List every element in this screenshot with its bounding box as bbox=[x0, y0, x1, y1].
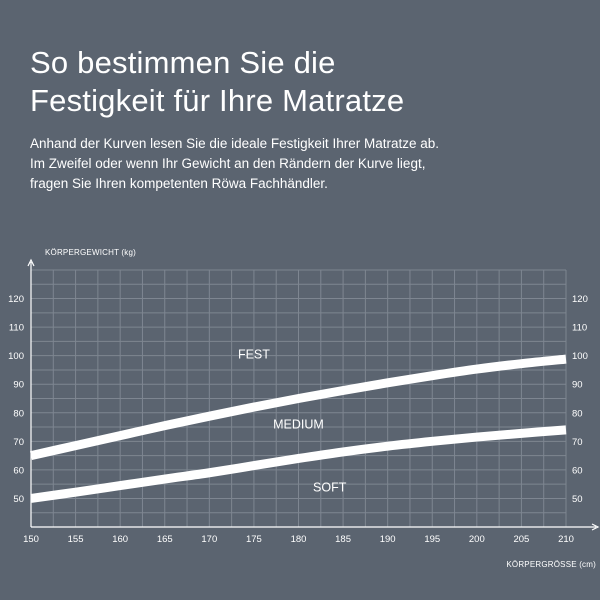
x-tick-label: 155 bbox=[68, 534, 84, 545]
y-tick-label-left: 70 bbox=[13, 437, 24, 448]
x-tick-label: 190 bbox=[380, 534, 396, 545]
zone-label-fest: FEST bbox=[238, 348, 270, 362]
y-tick-label-left: 60 bbox=[13, 465, 24, 476]
x-tick-label: 185 bbox=[335, 534, 351, 545]
x-tick-label: 165 bbox=[157, 534, 173, 545]
x-axis-title: KÖRPERGRÖSSE (cm) bbox=[506, 560, 596, 569]
chart-axes: 50 50 60 60 70 70 80 80 90 90 100 100 110 110 120 120 15… bbox=[8, 258, 600, 545]
y-tick-label-left: 90 bbox=[13, 380, 24, 391]
y-tick-label-right: 80 bbox=[572, 408, 583, 419]
y-tick-label-right: 100 bbox=[572, 351, 588, 362]
x-tick-label: 180 bbox=[291, 534, 307, 545]
y-tick-label-left: 100 bbox=[8, 351, 24, 362]
intro-line-2: Im Zweifel oder wenn Ihr Gewicht an den … bbox=[30, 156, 426, 171]
x-tick-label: 205 bbox=[513, 534, 529, 545]
zone-label-medium: MEDIUM bbox=[273, 417, 324, 431]
x-tick-label: 170 bbox=[201, 534, 217, 545]
curve-medium-soft-boundary bbox=[30, 425, 567, 503]
x-tick-label: 200 bbox=[469, 534, 485, 545]
y-axis-arrow bbox=[27, 258, 35, 267]
zone-label-soft: SOFT bbox=[313, 480, 347, 494]
intro-line-1: Anhand der Kurven lesen Sie die ideale F… bbox=[30, 136, 439, 151]
x-tick-label: 150 bbox=[23, 534, 39, 545]
y-tick-label-left: 80 bbox=[13, 408, 24, 419]
x-tick-label: 210 bbox=[558, 534, 574, 545]
x-tick-label: 175 bbox=[246, 534, 262, 545]
y-tick-label-right: 110 bbox=[572, 323, 587, 334]
y-tick-label-right: 60 bbox=[572, 465, 583, 476]
x-tick-label: 160 bbox=[112, 534, 128, 545]
y-tick-label-left: 110 bbox=[9, 323, 24, 334]
intro-text: Anhand der Kurven lesen Sie die ideale F… bbox=[30, 134, 580, 194]
title-line-1: So bestimmen Sie die bbox=[30, 45, 336, 80]
x-tick-label: 195 bbox=[424, 534, 440, 545]
y-tick-label-right: 70 bbox=[572, 437, 583, 448]
curve-fest-medium-boundary bbox=[30, 354, 567, 461]
y-tick-label-right: 90 bbox=[572, 380, 583, 391]
y-tick-label-left: 50 bbox=[13, 494, 24, 505]
title-line-2: Festigkeit für Ihre Matratze bbox=[30, 83, 405, 118]
y-axis-title: KÖRPERGEWICHT (kg) bbox=[45, 248, 136, 257]
y-tick-label-left: 120 bbox=[8, 294, 24, 305]
y-tick-label-right: 120 bbox=[572, 294, 588, 305]
chart-zone-labels: FEST MEDIUM SOFT bbox=[238, 348, 347, 495]
intro-line-3: fragen Sie Ihren kompetenten Röwa Fachhä… bbox=[30, 176, 328, 191]
x-axis-arrow bbox=[591, 523, 600, 531]
chart-series bbox=[30, 354, 567, 503]
y-tick-label-right: 50 bbox=[572, 494, 583, 505]
page-title: So bestimmen Sie die Festigkeit für Ihre… bbox=[30, 44, 570, 120]
